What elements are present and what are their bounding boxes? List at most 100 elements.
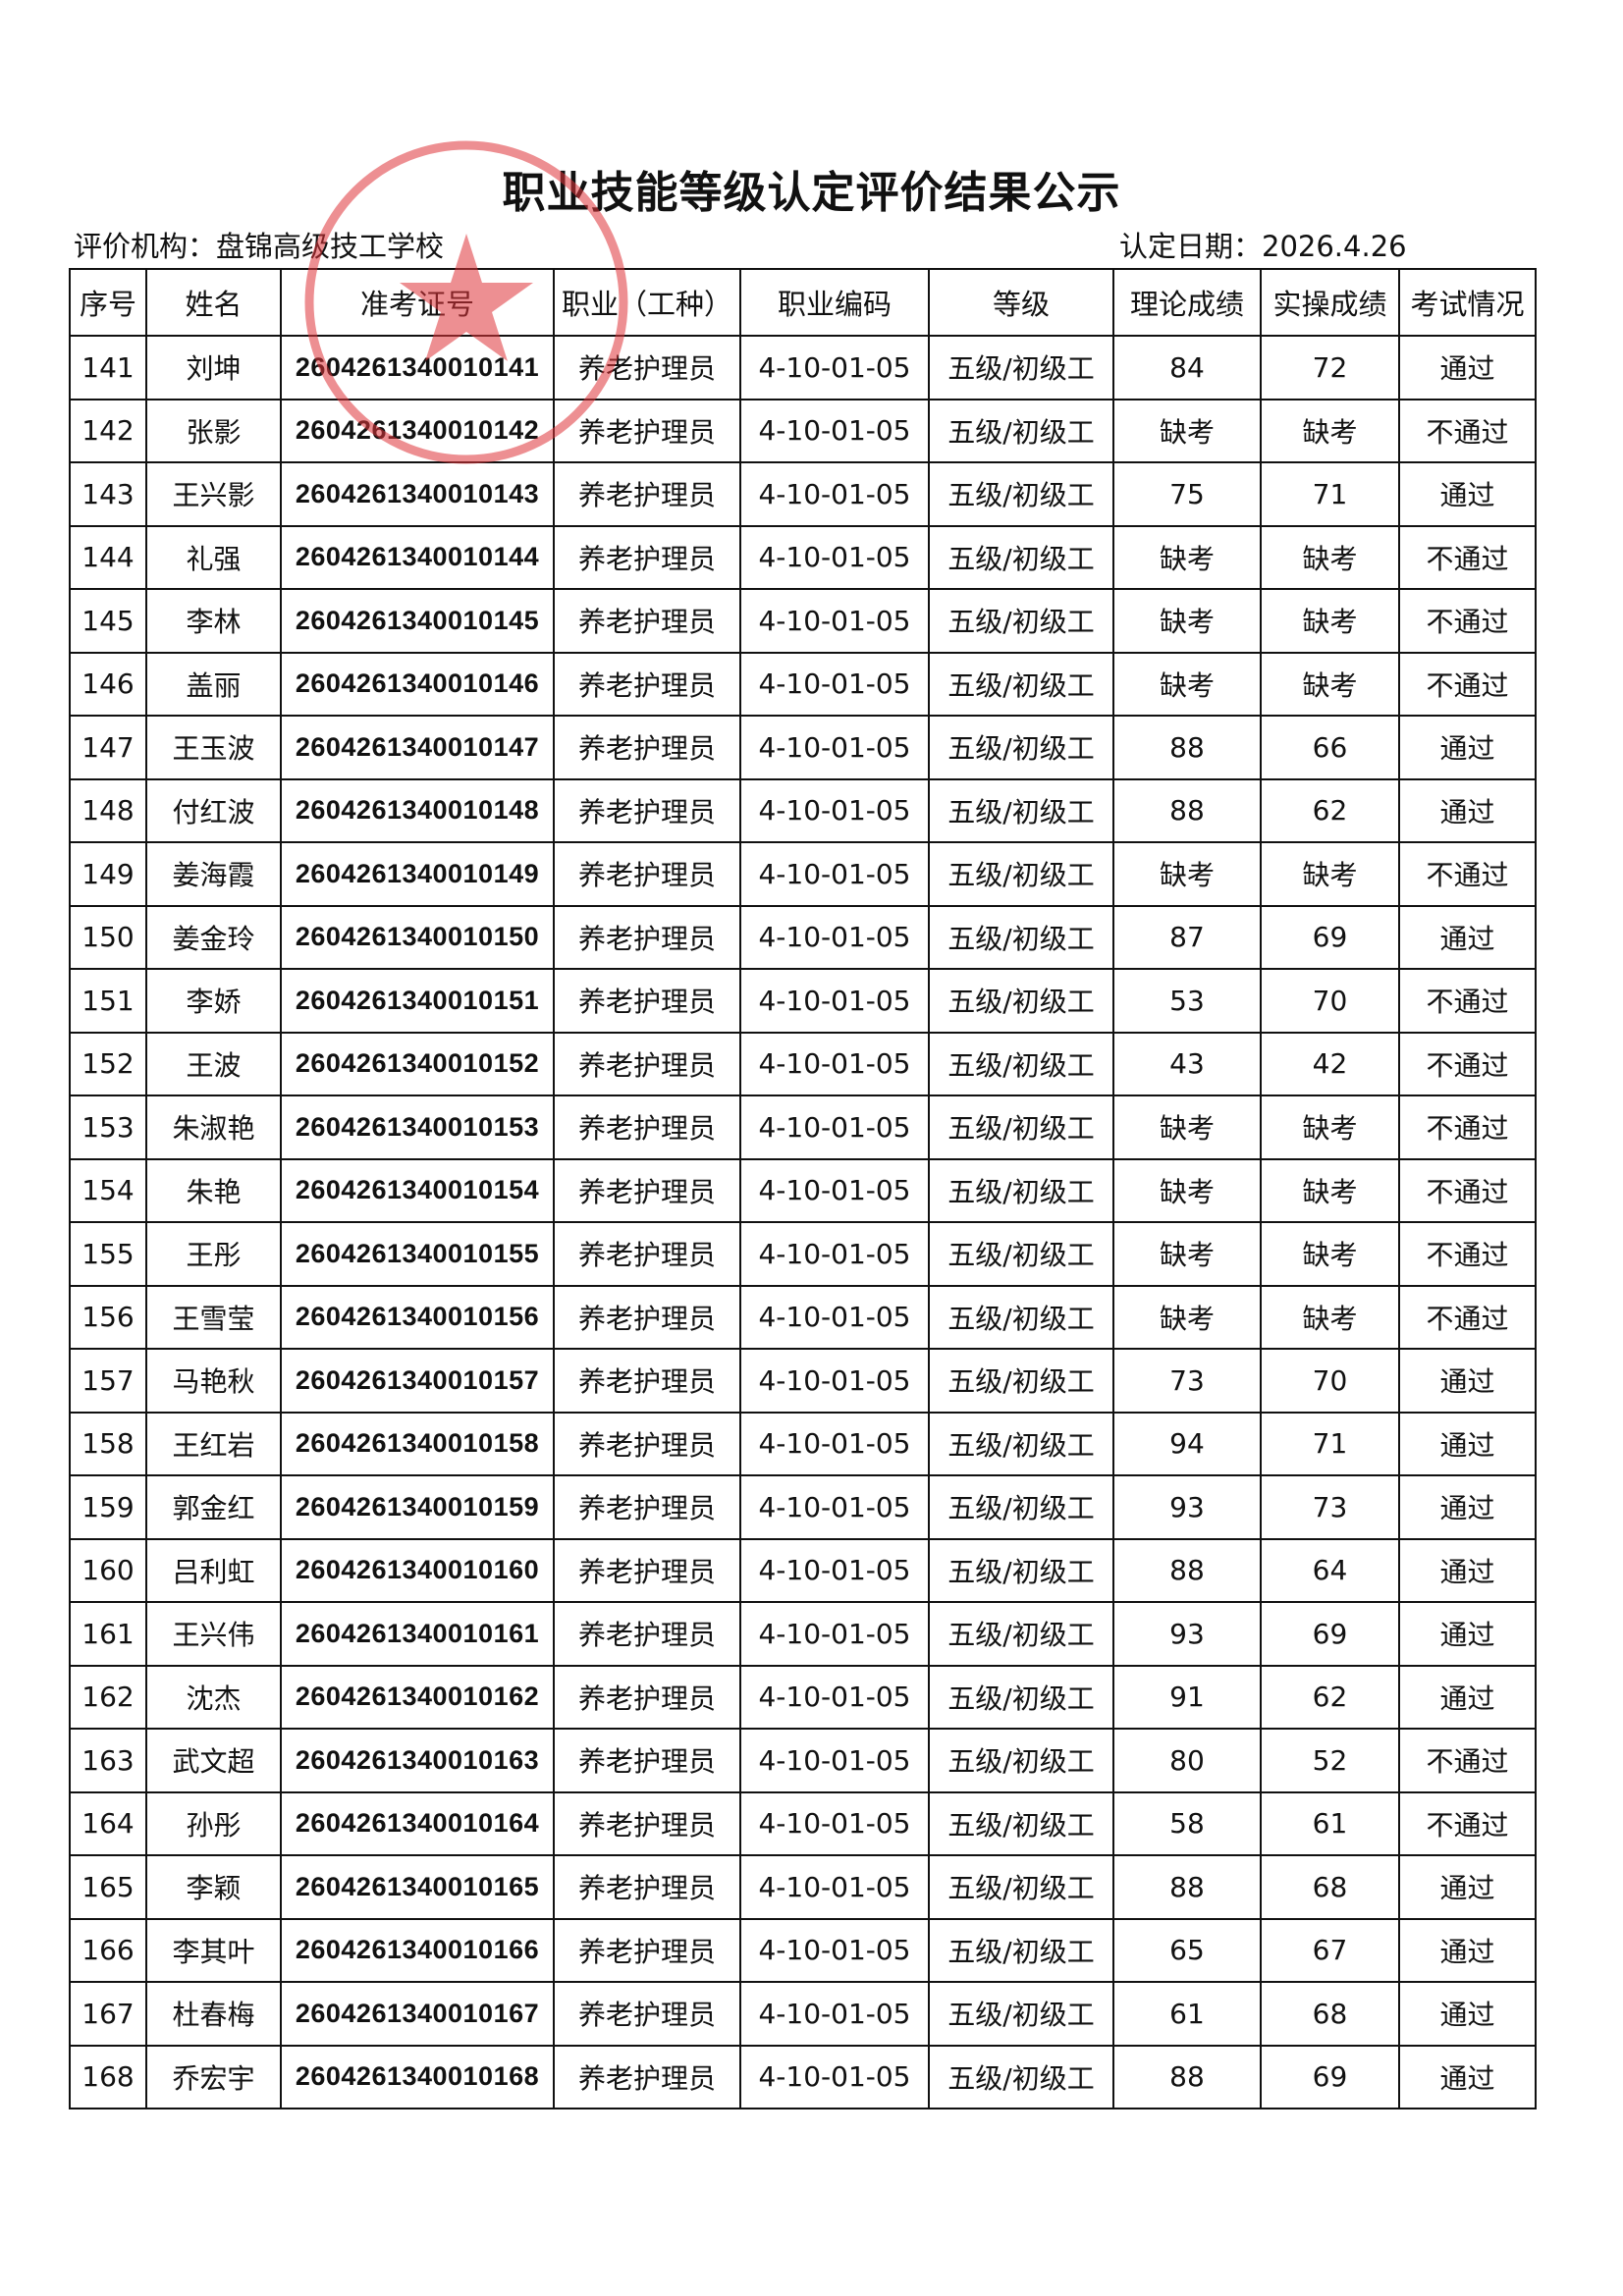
table-row: 143 王兴影 2604261340010143 养老护理员 4-10-01-05 五级/…: [69, 461, 1537, 527]
table-row: 152 王波 2604261340010152 养老护理员 4-10-01-05 五级/初…: [69, 1031, 1537, 1096]
cell-result: 通过: [1398, 1917, 1537, 1983]
cell-theory-score: 缺考: [1112, 1095, 1262, 1160]
cell-practical-score: 71: [1260, 461, 1400, 527]
cell-seq: 149: [69, 841, 147, 907]
column-header-occupation: 职业（工种）: [553, 268, 741, 337]
column-header-ticket-no: 准考证号: [280, 268, 555, 337]
cell-occupation: 养老护理员: [553, 1348, 741, 1414]
cell-practical-score: 62: [1260, 1664, 1400, 1730]
cell-practical-score: 62: [1260, 777, 1400, 843]
cell-ticket-no: 2604261340010159: [280, 1474, 555, 1540]
cell-ticket-no: 2604261340010146: [280, 651, 555, 717]
cell-theory-score: 93: [1112, 1474, 1262, 1540]
cell-level: 五级/初级工: [928, 1728, 1114, 1793]
cell-result: 通过: [1398, 715, 1537, 780]
cell-occupation-code: 4-10-01-05: [739, 1157, 930, 1223]
cell-ticket-no: 2604261340010152: [280, 1031, 555, 1096]
cell-occupation-code: 4-10-01-05: [739, 1284, 930, 1350]
cell-theory-score: 84: [1112, 335, 1262, 400]
cell-name: 王兴影: [145, 461, 282, 527]
cell-seq: 167: [69, 1981, 147, 2047]
cell-occupation-code: 4-10-01-05: [739, 398, 930, 463]
table-row: 150 姜金玲 2604261340010150 养老护理员 4-10-01-05 五级/…: [69, 904, 1537, 970]
cell-theory-score: 87: [1112, 904, 1262, 970]
cell-occupation-code: 4-10-01-05: [739, 524, 930, 590]
cell-practical-score: 61: [1260, 1790, 1400, 1856]
cell-occupation: 养老护理员: [553, 2044, 741, 2109]
cell-seq: 154: [69, 1157, 147, 1223]
table-row: 161 王兴伟 2604261340010161 养老护理员 4-10-01-05 五级/…: [69, 1601, 1537, 1667]
cell-ticket-no: 2604261340010153: [280, 1095, 555, 1160]
cell-occupation: 养老护理员: [553, 1474, 741, 1540]
cell-name: 杜春梅: [145, 1981, 282, 2047]
cell-occupation-code: 4-10-01-05: [739, 777, 930, 843]
cell-ticket-no: 2604261340010144: [280, 524, 555, 590]
cell-occupation: 养老护理员: [553, 1284, 741, 1350]
column-header-level: 等级: [928, 268, 1114, 337]
cell-seq: 163: [69, 1728, 147, 1793]
cell-level: 五级/初级工: [928, 1157, 1114, 1223]
cell-name: 郭金红: [145, 1474, 282, 1540]
cell-level: 五级/初级工: [928, 841, 1114, 907]
cell-theory-score: 61: [1112, 1981, 1262, 2047]
cell-name: 李其叶: [145, 1917, 282, 1983]
cell-ticket-no: 2604261340010158: [280, 1411, 555, 1476]
cell-seq: 147: [69, 715, 147, 780]
table-row: 167 杜春梅 2604261340010167 养老护理员 4-10-01-05 五级/…: [69, 1981, 1537, 2047]
cell-theory-score: 75: [1112, 461, 1262, 527]
cell-practical-score: 42: [1260, 1031, 1400, 1096]
cell-level: 五级/初级工: [928, 1411, 1114, 1476]
cell-practical-score: 缺考: [1260, 524, 1400, 590]
cell-ticket-no: 2604261340010168: [280, 2044, 555, 2109]
cell-seq: 160: [69, 1537, 147, 1603]
cell-ticket-no: 2604261340010141: [280, 335, 555, 400]
cell-theory-score: 53: [1112, 968, 1262, 1034]
table-row: 153 朱淑艳 2604261340010153 养老护理员 4-10-01-05 五级/…: [69, 1095, 1537, 1160]
cell-name: 武文超: [145, 1728, 282, 1793]
cell-name: 姜金玲: [145, 904, 282, 970]
cell-result: 不通过: [1398, 588, 1537, 654]
cell-occupation: 养老护理员: [553, 651, 741, 717]
cell-theory-score: 58: [1112, 1790, 1262, 1856]
cell-practical-score: 68: [1260, 1854, 1400, 1920]
cell-occupation-code: 4-10-01-05: [739, 1348, 930, 1414]
cell-practical-score: 缺考: [1260, 588, 1400, 654]
cell-practical-score: 缺考: [1260, 398, 1400, 463]
cell-theory-score: 88: [1112, 715, 1262, 780]
cell-level: 五级/初级工: [928, 1981, 1114, 2047]
cell-occupation-code: 4-10-01-05: [739, 715, 930, 780]
cell-occupation: 养老护理员: [553, 1664, 741, 1730]
cell-ticket-no: 2604261340010163: [280, 1728, 555, 1793]
cell-level: 五级/初级工: [928, 1284, 1114, 1350]
cell-occupation-code: 4-10-01-05: [739, 1411, 930, 1476]
cell-level: 五级/初级工: [928, 1790, 1114, 1856]
table-header-row: 序号 姓名 准考证号 职业（工种） 职业编码 等级 理论成绩 实操成绩 考试情况: [69, 268, 1537, 337]
cell-occupation-code: 4-10-01-05: [739, 1474, 930, 1540]
cell-ticket-no: 2604261340010166: [280, 1917, 555, 1983]
cell-practical-score: 缺考: [1260, 1157, 1400, 1223]
cell-practical-score: 缺考: [1260, 841, 1400, 907]
table-row: 148 付红波 2604261340010148 养老护理员 4-10-01-05 五级/…: [69, 777, 1537, 843]
cell-practical-score: 缺考: [1260, 1284, 1400, 1350]
cell-result: 通过: [1398, 777, 1537, 843]
cell-occupation: 养老护理员: [553, 968, 741, 1034]
table-row: 141 刘坤 2604261340010141 养老护理员 4-10-01-05 五级/初…: [69, 335, 1537, 400]
cell-level: 五级/初级工: [928, 1348, 1114, 1414]
cell-occupation: 养老护理员: [553, 1031, 741, 1096]
column-header-practical-score: 实操成绩: [1260, 268, 1400, 337]
cell-seq: 156: [69, 1284, 147, 1350]
cell-name: 王兴伟: [145, 1601, 282, 1667]
cell-theory-score: 缺考: [1112, 1284, 1262, 1350]
cell-occupation-code: 4-10-01-05: [739, 2044, 930, 2109]
cell-level: 五级/初级工: [928, 777, 1114, 843]
certification-date: 认定日期：2026.4.26: [1119, 230, 1407, 263]
cell-level: 五级/初级工: [928, 715, 1114, 780]
cell-ticket-no: 2604261340010165: [280, 1854, 555, 1920]
cell-theory-score: 88: [1112, 1537, 1262, 1603]
cell-level: 五级/初级工: [928, 1474, 1114, 1540]
cell-name: 马艳秋: [145, 1348, 282, 1414]
cell-name: 付红波: [145, 777, 282, 843]
cell-name: 王红岩: [145, 1411, 282, 1476]
cell-ticket-no: 2604261340010162: [280, 1664, 555, 1730]
cell-occupation: 养老护理员: [553, 1790, 741, 1856]
